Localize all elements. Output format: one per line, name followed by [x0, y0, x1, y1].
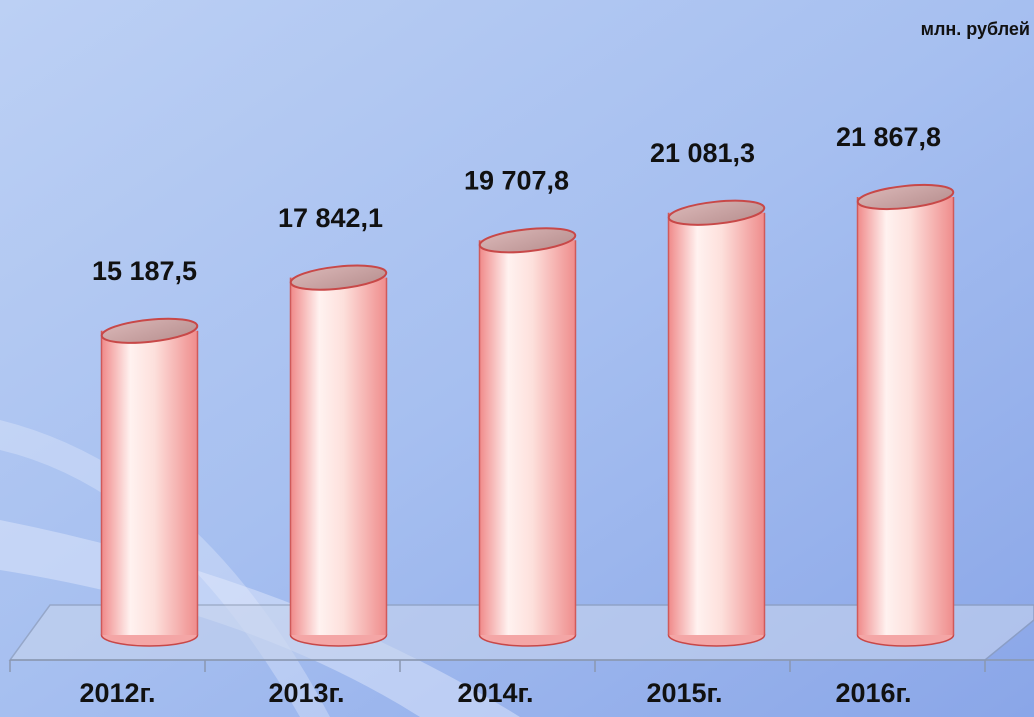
cylinder-top	[856, 183, 955, 211]
background-swoosh	[0, 420, 330, 717]
value-label: 21 081,3	[650, 138, 755, 168]
value-label: 15 187,5	[92, 256, 197, 286]
unit-label: млн. рублей	[921, 19, 1030, 39]
bar	[101, 330, 198, 635]
value-label: 19 707,8	[464, 165, 569, 195]
bar	[290, 277, 387, 635]
x-tick-label: 2015г.	[646, 678, 722, 708]
x-tick-label: 2016г.	[835, 678, 911, 708]
x-tick-label: 2012г.	[79, 678, 155, 708]
x-tick-label: 2013г.	[268, 678, 344, 708]
cylinder-top	[667, 199, 766, 226]
value-label: 21 867,8	[836, 122, 941, 152]
bar	[857, 197, 954, 635]
cylinder-top	[289, 264, 388, 291]
bar	[668, 212, 765, 635]
cylinder-top	[478, 227, 577, 254]
x-tick-label: 2014г.	[457, 678, 533, 708]
cylinder-top	[100, 317, 199, 344]
value-label: 17 842,1	[278, 203, 383, 233]
bar	[479, 240, 576, 635]
